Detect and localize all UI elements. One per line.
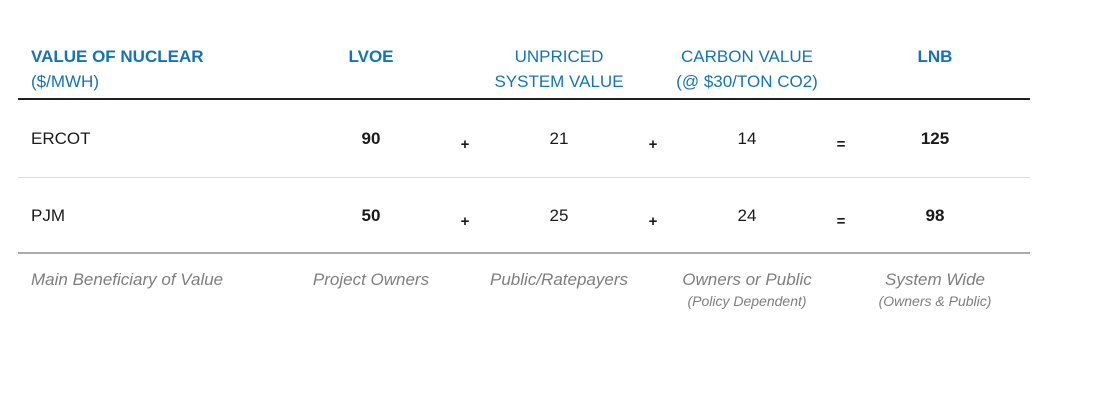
value-of-nuclear-table: VALUE OF NUCLEAR ($/MWH) LVOE UNPRICED S… [18, 0, 1030, 312]
row-divider-light [18, 177, 1030, 178]
table-title-line1: VALUE OF NUCLEAR [31, 47, 204, 66]
beneficiary-lnb-sub: (Owners & Public) [878, 293, 992, 309]
plus-operator: + [460, 212, 470, 230]
beneficiary-unpriced-main: Public/Ratepayers [490, 270, 628, 289]
column-header-carbon-value: CARBON VALUE (@ $30/TON CO2) [672, 44, 822, 94]
table-title-line2: ($/MWH) [31, 72, 99, 91]
cell-ercot-carbon: 14 [737, 129, 757, 148]
cell-pjm-lvoe: 50 [361, 205, 381, 225]
row-divider-medium [18, 252, 1030, 254]
beneficiary-row: Main Beneficiary of Value Project Owners… [18, 254, 1030, 312]
column-header-lvoe: LVOE [348, 47, 394, 66]
beneficiary-lvoe: Project Owners [296, 269, 446, 291]
column-header-lnb: LNB [917, 47, 953, 66]
beneficiary-carbon: Owners or Public (Policy Dependent) [672, 269, 822, 312]
beneficiary-lnb: System Wide (Owners & Public) [860, 269, 1010, 312]
beneficiary-lnb-main: System Wide [885, 270, 985, 289]
beneficiary-lvoe-main: Project Owners [312, 270, 430, 289]
plus-operator: + [648, 136, 658, 153]
beneficiary-carbon-sub: (Policy Dependent) [687, 293, 807, 309]
beneficiary-carbon-main: Owners or Public [682, 270, 812, 289]
table-row-ercot: ERCOT 90 + 21 + 14 = 125 [18, 100, 1030, 177]
table-title: VALUE OF NUCLEAR ($/MWH) [18, 44, 296, 94]
column-header-unpriced-line2: SYSTEM VALUE [494, 72, 624, 91]
cell-ercot-unpriced: 21 [549, 129, 569, 148]
beneficiary-row-label: Main Beneficiary of Value [31, 270, 224, 289]
header-divider [18, 98, 1030, 100]
column-header-unpriced-line1: UNPRICED [514, 47, 604, 66]
cell-ercot-lvoe: 90 [361, 129, 381, 148]
column-header-carbon-line1: CARBON VALUE [681, 47, 813, 66]
cell-pjm-unpriced: 25 [549, 205, 569, 225]
table-row-pjm: PJM 50 + 25 + 24 = 98 [18, 178, 1030, 252]
beneficiary-unpriced: Public/Ratepayers [484, 269, 634, 291]
plus-operator: + [648, 212, 658, 230]
row-label-pjm: PJM [31, 205, 65, 225]
table-header-row: VALUE OF NUCLEAR ($/MWH) LVOE UNPRICED S… [18, 0, 1030, 98]
plus-operator: + [460, 136, 470, 153]
equals-operator: = [836, 212, 846, 230]
equals-operator: = [836, 136, 846, 153]
cell-pjm-lnb: 98 [925, 205, 945, 225]
cell-pjm-carbon: 24 [737, 205, 757, 225]
cell-ercot-lnb: 125 [920, 129, 950, 148]
column-header-carbon-line2: (@ $30/TON CO2) [676, 72, 818, 91]
row-label-ercot: ERCOT [31, 129, 91, 148]
column-header-unpriced-system-value: UNPRICED SYSTEM VALUE [484, 44, 634, 94]
